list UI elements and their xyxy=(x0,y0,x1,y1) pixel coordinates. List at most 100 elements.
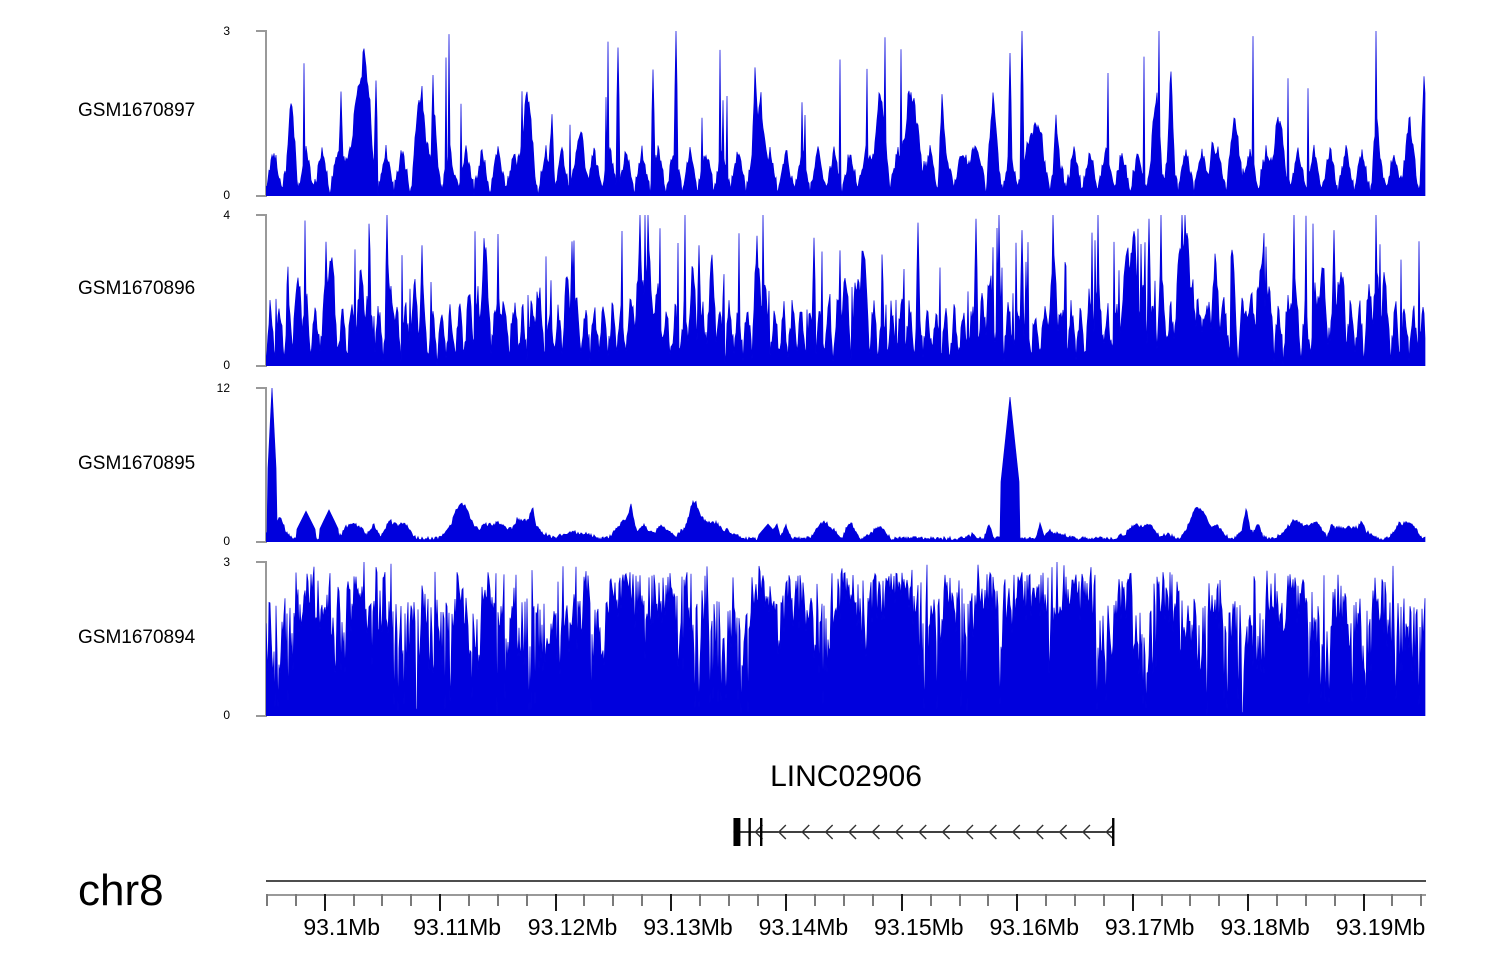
ruler-base-line xyxy=(266,894,1426,896)
ruler-tick-label: 93.17Mb xyxy=(1104,914,1195,940)
coverage-area xyxy=(266,387,1426,542)
coverage-plot-GSM1670894 xyxy=(266,561,1426,716)
gene-strand-arrow xyxy=(801,824,810,840)
ruler-minor-tick xyxy=(958,894,961,906)
ruler-tick-label: 93.14Mb xyxy=(758,914,849,940)
genome-axis-ruler[interactable]: 93.1Mb 93.11Mb 93.12Mb 93.13Mb 93.14Mb 93.15M… xyxy=(266,872,1426,972)
y-axis-tick-max xyxy=(256,561,267,563)
y-axis-min-label: 0 xyxy=(223,188,230,202)
coverage-plot-GSM1670896 xyxy=(266,214,1426,366)
ruler-major-tick xyxy=(554,894,557,911)
ruler-minor-tick xyxy=(1102,894,1105,906)
gene-strand-arrow xyxy=(871,824,880,840)
gene-exon-block xyxy=(748,818,751,846)
gene-strand-arrow xyxy=(848,824,857,840)
y-axis-line xyxy=(265,387,267,543)
y-axis-tick-min xyxy=(256,365,267,367)
gene-strand-arrow xyxy=(777,824,787,840)
ruler-minor-tick xyxy=(987,894,990,906)
ruler-minor-tick xyxy=(1045,894,1048,906)
ruler-major-tick xyxy=(1362,894,1365,911)
gene-strand-arrow xyxy=(894,824,904,840)
ruler-major-tick xyxy=(323,894,326,911)
coverage-track: GSM1670895 12 0 xyxy=(0,382,1500,548)
gene-strand-arrow xyxy=(1058,824,1068,840)
coverage-track: GSM1670897 3 0 xyxy=(0,25,1500,202)
y-axis-tick-max xyxy=(256,214,267,216)
ruler-minor-tick xyxy=(871,894,874,906)
ruler-minor-tick xyxy=(352,894,355,906)
y-axis xyxy=(233,387,267,543)
gene-strand-arrow xyxy=(1081,824,1091,840)
ruler-minor-tick xyxy=(266,894,268,906)
ruler-minor-tick xyxy=(381,894,384,906)
ruler-minor-tick xyxy=(727,894,730,906)
gene-model[interactable] xyxy=(266,812,1426,852)
y-axis-tick-min xyxy=(256,195,267,197)
ruler-major-tick xyxy=(785,894,788,911)
ruler-minor-tick xyxy=(525,894,528,906)
y-axis-line xyxy=(265,30,267,197)
ruler-tick-label: 93.19Mb xyxy=(1335,914,1426,940)
coverage-area xyxy=(266,561,1426,716)
gene-exon-block xyxy=(733,818,741,846)
ruler-minor-tick xyxy=(929,894,932,906)
ruler-minor-tick xyxy=(1275,894,1278,906)
ruler-major-tick xyxy=(669,894,672,911)
coverage-area xyxy=(266,30,1426,196)
ruler-minor-tick xyxy=(1073,894,1076,906)
gene-strand-arrow xyxy=(965,824,974,840)
y-axis-max-label: 3 xyxy=(223,24,230,38)
ruler-minor-tick xyxy=(410,894,413,906)
gene-strand-arrow xyxy=(824,824,834,840)
coverage-track: GSM1670896 4 0 xyxy=(0,209,1500,371)
y-axis-tick-max xyxy=(256,30,267,32)
ruler-major-tick xyxy=(900,894,903,911)
gene-strand-arrow xyxy=(1035,824,1044,840)
y-axis-max-label: 12 xyxy=(216,381,230,395)
track-label-GSM1670897: GSM1670897 xyxy=(78,100,196,121)
y-axis-tick-min xyxy=(256,541,267,543)
ruler-tick-label: 93.18Mb xyxy=(1220,914,1310,940)
track-label-GSM1670894: GSM1670894 xyxy=(78,627,196,648)
gene-strand-arrow xyxy=(988,824,997,840)
ruler-tick-label: 93.13Mb xyxy=(643,914,733,940)
y-axis-min-label: 0 xyxy=(223,708,230,722)
ruler-minor-tick xyxy=(1189,894,1192,906)
y-axis-tick-min xyxy=(256,715,267,717)
ruler-tick-label: 93.12Mb xyxy=(527,914,618,940)
coverage-track: GSM1670894 3 0 xyxy=(0,556,1500,722)
gene-strand-arrow xyxy=(1011,824,1021,840)
ruler-minor-tick xyxy=(496,894,499,906)
gene-strand-arrow xyxy=(918,824,927,840)
y-axis xyxy=(233,561,267,717)
ruler-tick-label: 93.11Mb xyxy=(413,914,502,940)
ruler-minor-tick xyxy=(756,894,759,906)
coverage-area xyxy=(266,214,1426,366)
ruler-minor-tick xyxy=(814,894,817,906)
ruler-minor-tick xyxy=(843,894,846,906)
gene-name-label: LINC02906 xyxy=(770,760,922,793)
ruler-major-tick xyxy=(1016,894,1019,911)
ruler-minor-tick xyxy=(467,894,470,906)
gene-exon-block xyxy=(1112,818,1115,846)
ruler-top-line xyxy=(266,880,1426,882)
ruler-minor-tick xyxy=(641,894,644,906)
ruler-tick-label: 93.15Mb xyxy=(874,914,964,940)
ruler-minor-tick xyxy=(1420,894,1423,906)
ruler-minor-tick xyxy=(612,894,615,906)
y-axis-min-label: 0 xyxy=(223,534,230,548)
ruler-tick-label: 93.1Mb xyxy=(303,914,381,940)
gene-strand-arrow xyxy=(941,824,951,840)
gene-exon-block xyxy=(760,818,763,846)
track-label-GSM1670896: GSM1670896 xyxy=(78,278,196,299)
ruler-tick-label: 93.16Mb xyxy=(989,914,1079,940)
ruler-minor-tick xyxy=(1333,894,1336,906)
gene-annotation-panel: LINC02906 xyxy=(266,760,1426,860)
y-axis-max-label: 3 xyxy=(223,555,230,569)
ruler-major-tick xyxy=(439,894,442,911)
y-axis-max-label: 4 xyxy=(223,208,230,222)
track-label-GSM1670895: GSM1670895 xyxy=(78,453,196,474)
coverage-plot-GSM1670895 xyxy=(266,387,1426,542)
